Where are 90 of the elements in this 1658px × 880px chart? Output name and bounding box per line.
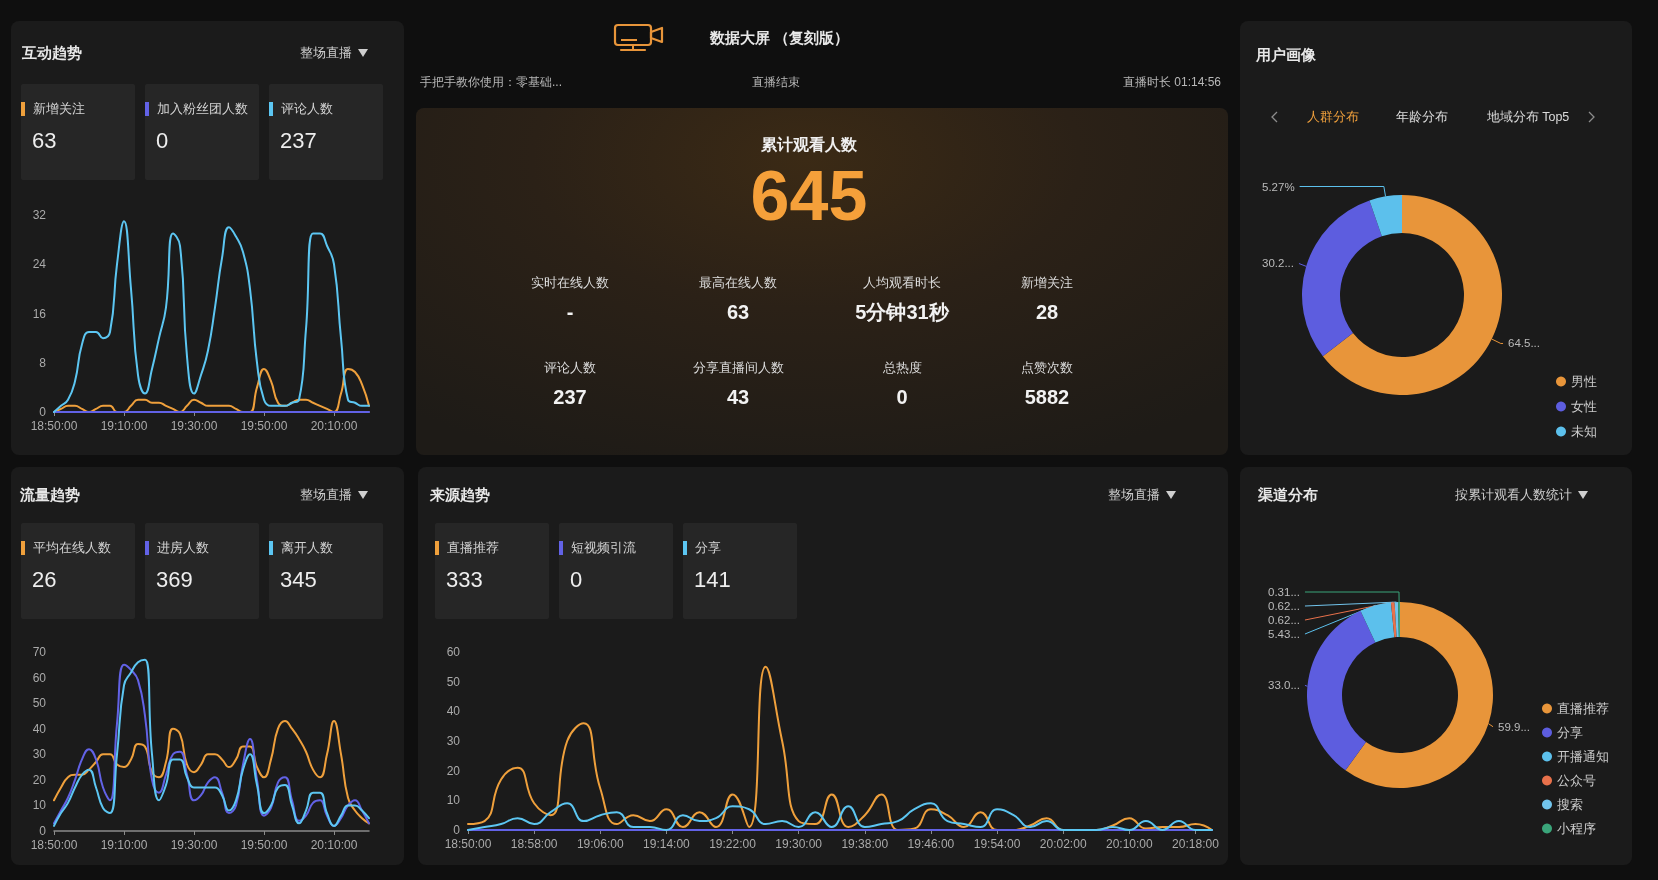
legend-label: 搜索 <box>1557 797 1583 812</box>
category-label: 平均在线人数 <box>33 540 111 557</box>
x-tick-label: 20:10:00 <box>310 838 358 852</box>
text: 来源趋势 <box>430 486 490 505</box>
x-tick-label: 20:10:00 <box>310 419 358 433</box>
y-tick-label: 0 <box>453 823 461 837</box>
y-tick-label: 10 <box>32 798 47 813</box>
data-label: 5.27% <box>1262 180 1295 193</box>
chart-title: 渠道分布 <box>1258 486 1318 505</box>
category-label: 离开人数 <box>281 540 333 557</box>
legend-label: 未知 <box>1571 424 1597 439</box>
data-label: 59.9... <box>1498 720 1530 733</box>
x-tick-label: 18:58:00 <box>510 837 558 851</box>
text: 年龄分布 <box>1395 109 1449 126</box>
y-tick-label: 20 <box>446 763 461 778</box>
text: 按累计观看人数统计 <box>1455 487 1572 504</box>
x-tick-label: 19:46:00 <box>907 837 955 851</box>
x-tick-label: 19:38:00 <box>841 837 889 851</box>
x-tick-label: 19:14:00 <box>643 837 691 851</box>
category-label: 新增关注 <box>33 101 85 118</box>
y-tick-label: 8 <box>39 355 47 370</box>
y-tick-label: 30 <box>446 734 461 748</box>
x-tick-label: 19:30:00 <box>170 838 218 852</box>
y-tick-label: 60 <box>32 670 47 685</box>
y-tick-label: 32 <box>32 208 47 222</box>
x-tick-label: 18:50:00 <box>30 419 78 433</box>
text: 整场直播 <box>300 487 352 504</box>
y-tick-label: 0 <box>39 405 47 419</box>
category-label: 进房人数 <box>157 540 209 557</box>
x-tick-label: 20:02:00 <box>1039 837 1087 851</box>
legend-label: 公众号 <box>1557 773 1596 788</box>
data-label: 333 <box>446 566 483 594</box>
data-label: 30.2... <box>1262 257 1294 270</box>
y-tick-label: 60 <box>446 645 461 659</box>
legend-label: 女性 <box>1571 399 1597 414</box>
y-tick-label: 10 <box>446 793 461 808</box>
data-label: 0.31... <box>1268 586 1300 598</box>
category-label: 加入粉丝团人数 <box>157 101 248 118</box>
category-label: 评论人数 <box>281 101 333 118</box>
data-label: 0 <box>570 566 583 594</box>
category-label: 短视频引流 <box>571 540 636 557</box>
category-label: 分享 <box>695 540 721 557</box>
text: 互动趋势 <box>22 44 82 63</box>
data-label: 33.0... <box>1268 679 1300 692</box>
x-tick-label: 18:50:00 <box>30 838 78 852</box>
legend-label: 直播推荐 <box>1557 701 1609 716</box>
y-tick-label: 20 <box>32 772 47 787</box>
text: 整场直播 <box>300 45 352 62</box>
x-tick-label: 18:50:00 <box>444 837 492 851</box>
x-tick-label: 19:50:00 <box>240 419 288 433</box>
data-label: 0 <box>156 127 169 155</box>
text: 流量趋势 <box>20 486 80 505</box>
category-label: 直播推荐 <box>447 540 499 557</box>
text: 整场直播 <box>1108 487 1160 504</box>
data-label: 369 <box>156 566 193 594</box>
text: 地域分布 Top5 <box>1485 109 1571 126</box>
x-tick-label: 19:30:00 <box>170 419 218 433</box>
y-tick-label: 16 <box>32 306 47 321</box>
chart-title: 用户画像 <box>1256 46 1316 65</box>
y-tick-label: 40 <box>446 704 461 719</box>
data-label: 141 <box>694 566 731 594</box>
data-label: 64.5... <box>1508 337 1540 350</box>
legend-label: 小程序 <box>1557 821 1596 836</box>
data-label: 0.62... <box>1268 614 1300 626</box>
x-tick-label: 20:18:00 <box>1172 837 1220 851</box>
legend-label: 开播通知 <box>1557 749 1609 764</box>
y-tick-label: 40 <box>32 721 47 736</box>
legend-label: 男性 <box>1571 374 1597 389</box>
x-tick-label: 19:10:00 <box>100 838 148 852</box>
legend-label: 分享 <box>1557 725 1583 740</box>
data-label: 237 <box>280 127 317 155</box>
y-tick-label: 50 <box>446 674 461 689</box>
x-tick-label: 19:30:00 <box>775 837 823 851</box>
y-tick-label: 0 <box>39 824 47 838</box>
y-tick-label: 24 <box>32 257 47 272</box>
y-tick-label: 30 <box>32 747 47 762</box>
x-tick-label: 19:50:00 <box>240 838 288 852</box>
x-tick-label: 19:22:00 <box>709 837 757 851</box>
x-tick-label: 19:54:00 <box>973 837 1021 851</box>
data-label: 0.62... <box>1268 600 1300 612</box>
x-tick-label: 19:06:00 <box>576 837 624 851</box>
y-tick-label: 70 <box>32 645 47 659</box>
x-tick-label: 20:10:00 <box>1105 837 1154 851</box>
y-tick-label: 50 <box>32 696 47 711</box>
data-label: 345 <box>280 566 317 594</box>
x-tick-label: 19:10:00 <box>100 419 148 433</box>
data-label: 63 <box>32 127 57 155</box>
data-label: 26 <box>32 566 57 594</box>
data-label: 5.43... <box>1268 628 1300 640</box>
text: 人群分布 <box>1306 109 1360 126</box>
